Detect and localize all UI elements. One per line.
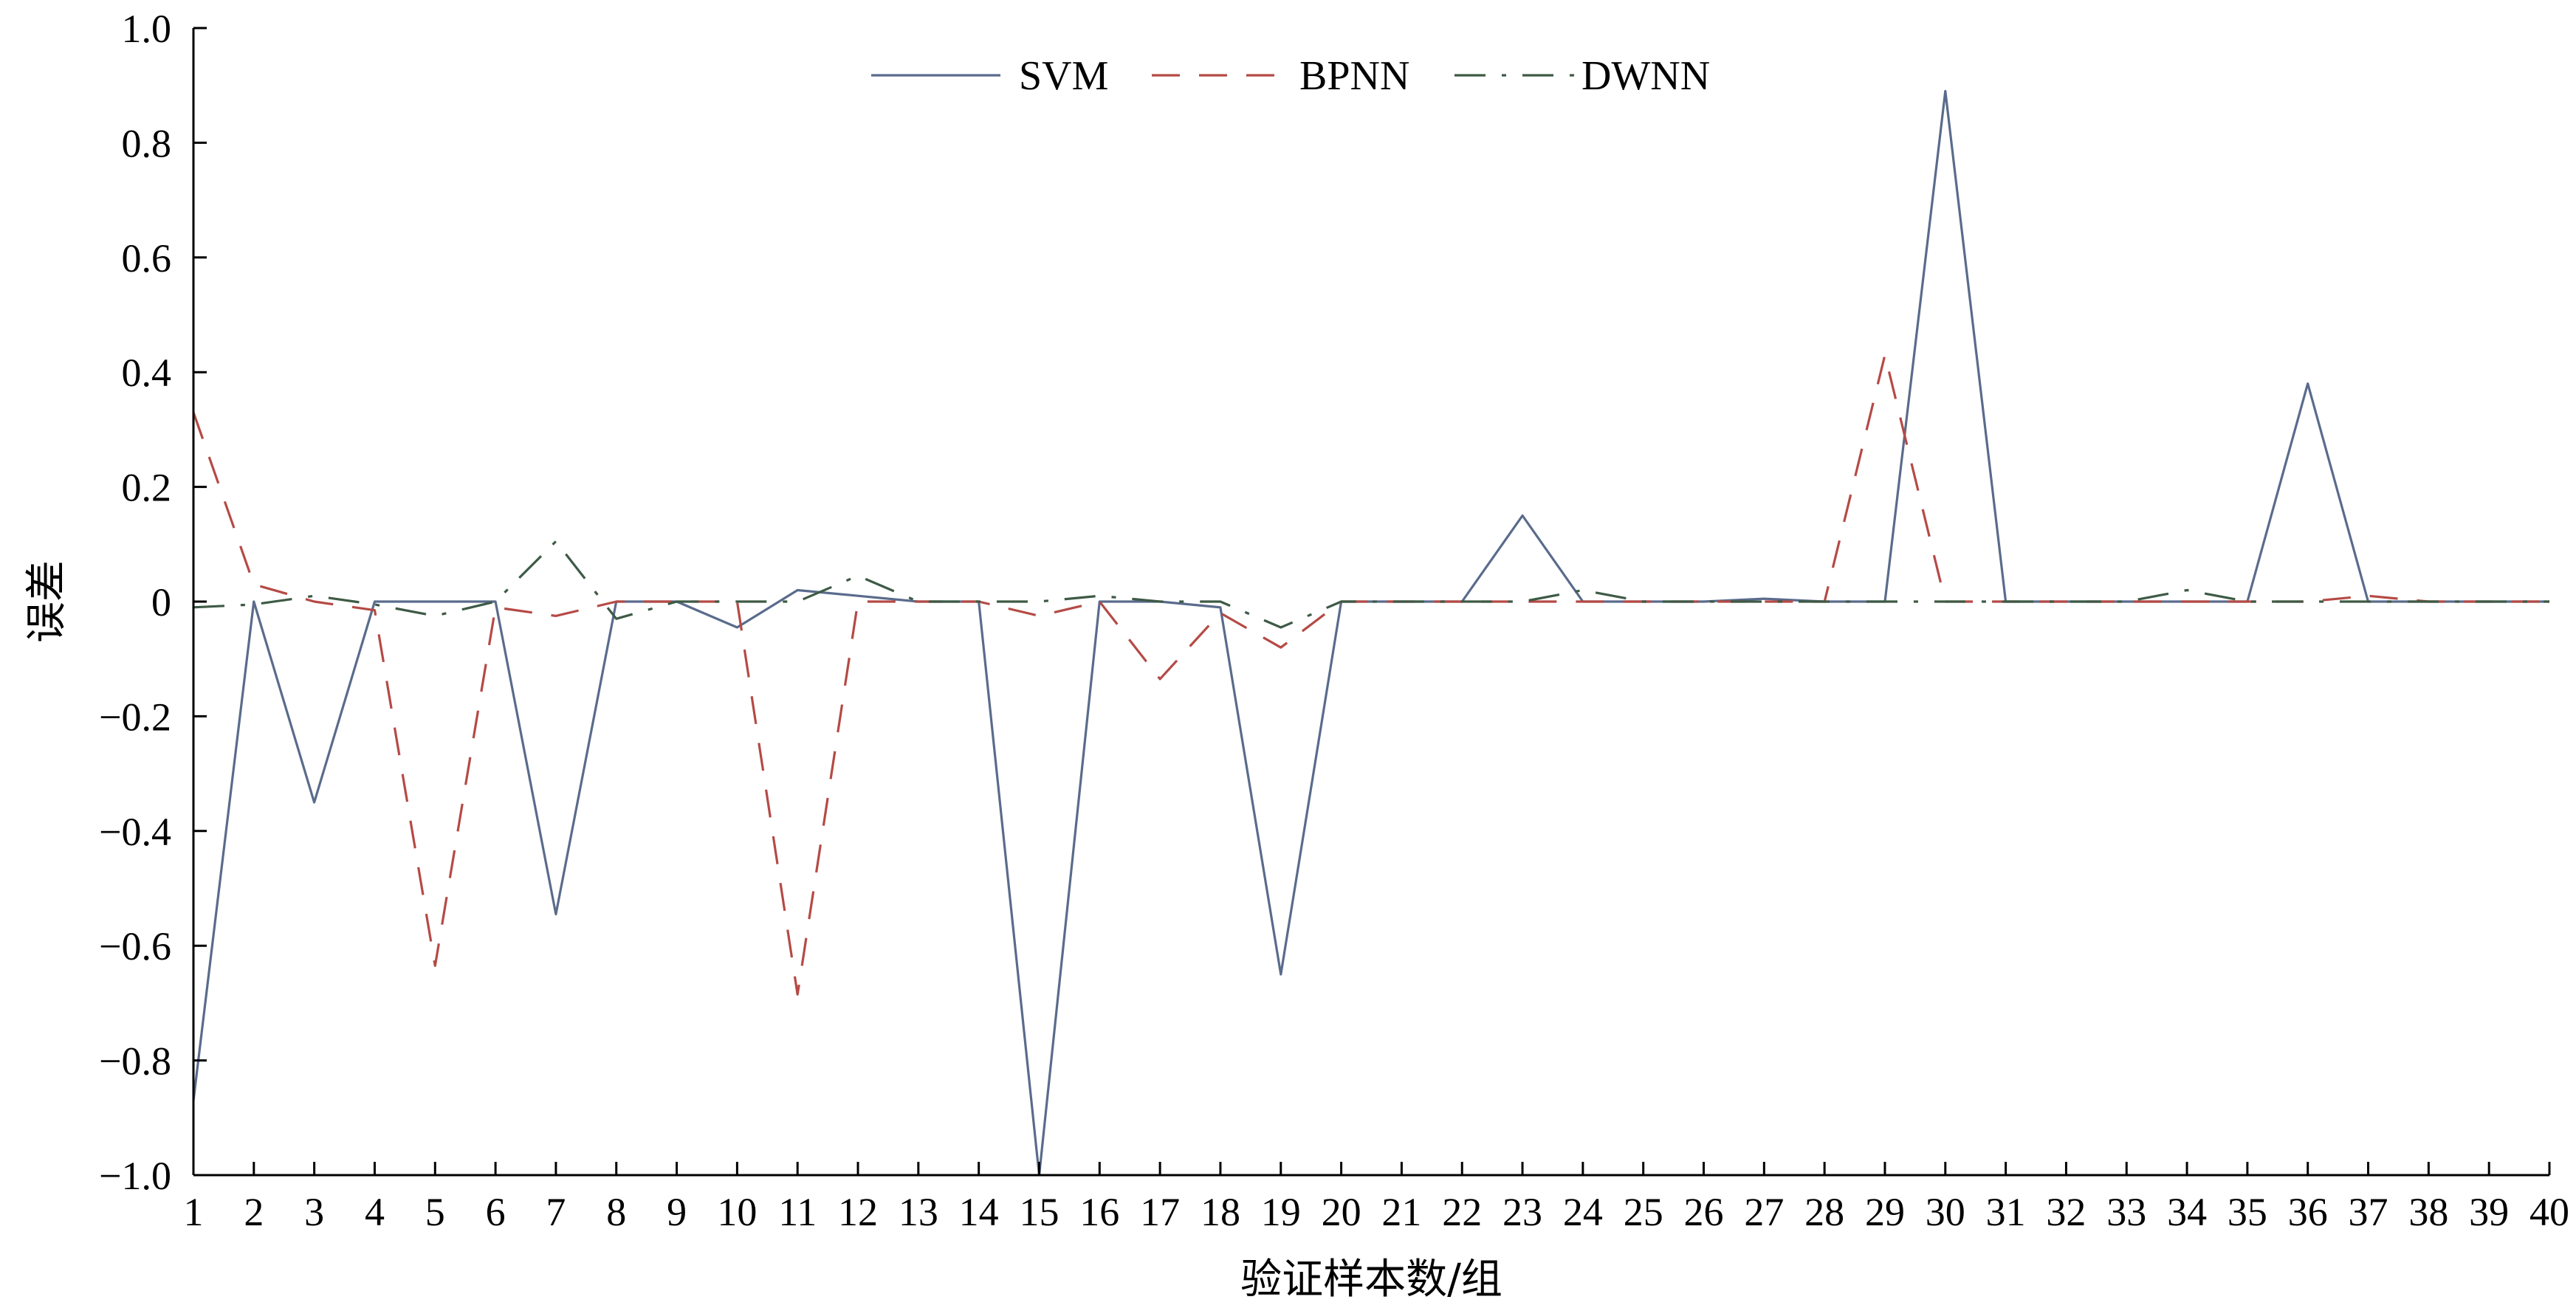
- y-tick-label: 0.2: [122, 466, 172, 510]
- x-tick-label: 33: [2106, 1190, 2146, 1234]
- x-tick-label: 2: [244, 1190, 264, 1234]
- x-tick-label: 3: [304, 1190, 324, 1234]
- series-line-svm: [192, 89, 2549, 1177]
- x-tick-label: 11: [778, 1190, 817, 1234]
- y-tick-label: −0.6: [99, 924, 171, 968]
- y-tick-label: 0.6: [122, 236, 172, 280]
- y-axis-ticks: −1.0 −0.8 −0.6 −0.4 −0.2 0 0.2 0.4 0.6 0.8 1.0: [99, 7, 207, 1198]
- x-tick-label: 9: [667, 1190, 687, 1234]
- x-tick-label: 4: [365, 1190, 385, 1234]
- x-axis-ticks: 1 2 3 4 5 6 7 8 9 10 11 12 13 14 15 16 17 18 19 20 21 22 23 24 2…: [184, 1162, 2569, 1234]
- x-axis-title: 验证样本数/组: [1240, 1256, 1502, 1304]
- legend-label-dwnn: DWNN: [1581, 53, 1710, 99]
- x-tick-label: 34: [2167, 1190, 2207, 1234]
- x-tick-label: 25: [1624, 1190, 1663, 1234]
- x-tick-label: 19: [1261, 1190, 1301, 1234]
- y-tick-label: −1.0: [99, 1154, 171, 1198]
- x-tick-label: 36: [2288, 1190, 2328, 1234]
- x-tick-label: 29: [1865, 1190, 1905, 1234]
- x-tick-label: 18: [1201, 1190, 1240, 1234]
- x-tick-label: 23: [1502, 1190, 1542, 1234]
- y-axis-title: 误差: [23, 560, 71, 643]
- x-tick-label: 31: [1986, 1190, 2026, 1234]
- legend-label-svm: SVM: [1019, 53, 1108, 99]
- x-tick-label: 35: [2228, 1190, 2267, 1234]
- x-tick-label: 38: [2408, 1190, 2448, 1234]
- x-tick-label: 17: [1140, 1190, 1180, 1234]
- x-tick-label: 21: [1381, 1190, 1421, 1234]
- x-tick-label: 1: [184, 1190, 204, 1234]
- y-tick-label: −0.2: [99, 695, 171, 739]
- x-tick-label: 28: [1804, 1190, 1844, 1234]
- x-tick-label: 40: [2529, 1190, 2569, 1234]
- series-lines: [192, 89, 2549, 1177]
- x-tick-label: 27: [1744, 1190, 1784, 1234]
- x-tick-label: 16: [1079, 1190, 1119, 1234]
- legend: SVM BPNN DWNN: [871, 53, 1710, 99]
- x-tick-label: 8: [606, 1190, 626, 1234]
- x-tick-label: 5: [425, 1190, 445, 1234]
- legend-label-bpnn: BPNN: [1299, 53, 1409, 99]
- x-tick-label: 13: [899, 1190, 938, 1234]
- x-tick-label: 24: [1563, 1190, 1603, 1234]
- y-tick-label: 0.4: [122, 351, 172, 395]
- y-tick-label: −0.8: [99, 1039, 171, 1084]
- y-tick-label: 0: [151, 580, 171, 624]
- y-tick-label: 1.0: [122, 7, 172, 51]
- x-tick-label: 22: [1442, 1190, 1482, 1234]
- series-line-dwnn: [193, 540, 2549, 629]
- y-tick-label: 0.8: [122, 121, 172, 165]
- x-tick-label: 37: [2349, 1190, 2388, 1234]
- x-tick-label: 15: [1019, 1190, 1059, 1234]
- x-tick-label: 32: [2046, 1190, 2086, 1234]
- x-tick-label: 39: [2469, 1190, 2509, 1234]
- x-tick-label: 20: [1322, 1190, 1361, 1234]
- x-tick-label: 26: [1684, 1190, 1724, 1234]
- x-tick-label: 10: [717, 1190, 757, 1234]
- y-tick-label: −0.4: [99, 810, 171, 854]
- x-tick-label: 30: [1926, 1190, 1965, 1234]
- x-tick-label: 12: [838, 1190, 878, 1234]
- x-tick-label: 14: [959, 1190, 999, 1234]
- x-tick-label: 7: [546, 1190, 566, 1234]
- x-tick-label: 6: [486, 1190, 506, 1234]
- series-line-bpnn: [192, 354, 2549, 996]
